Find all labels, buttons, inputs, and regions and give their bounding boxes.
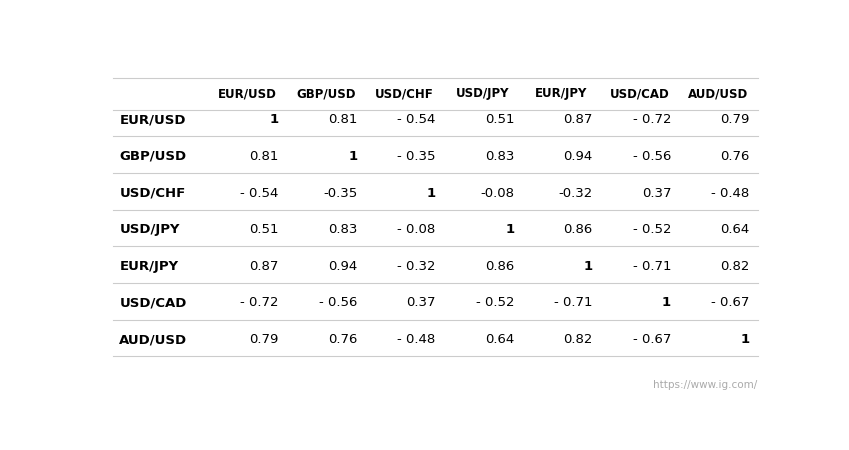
Text: 1: 1 (662, 297, 672, 310)
Text: USD/CHF: USD/CHF (119, 187, 186, 200)
Text: 0.87: 0.87 (250, 260, 278, 273)
Text: 0.81: 0.81 (328, 113, 357, 126)
Text: 1: 1 (505, 223, 514, 236)
Text: - 0.08: - 0.08 (397, 223, 436, 236)
Text: 0.79: 0.79 (250, 333, 278, 346)
Text: EUR/JPY: EUR/JPY (535, 87, 588, 100)
Text: 0.86: 0.86 (564, 223, 593, 236)
Text: 1: 1 (583, 260, 593, 273)
Text: - 0.72: - 0.72 (633, 113, 672, 126)
Text: 0.37: 0.37 (406, 297, 436, 310)
Text: - 0.54: - 0.54 (240, 187, 278, 200)
Text: 0.79: 0.79 (720, 113, 750, 126)
Text: 0.94: 0.94 (328, 260, 357, 273)
Text: - 0.52: - 0.52 (475, 297, 514, 310)
Text: 1: 1 (740, 333, 750, 346)
Text: EUR/JPY: EUR/JPY (119, 260, 178, 273)
Text: 0.86: 0.86 (485, 260, 514, 273)
Text: 0.81: 0.81 (250, 150, 278, 163)
Text: 0.64: 0.64 (721, 223, 750, 236)
Text: - 0.56: - 0.56 (319, 297, 357, 310)
Text: 0.87: 0.87 (564, 113, 593, 126)
Text: - 0.56: - 0.56 (633, 150, 672, 163)
Text: 0.83: 0.83 (328, 223, 357, 236)
Text: -0.35: -0.35 (323, 187, 357, 200)
Text: - 0.54: - 0.54 (397, 113, 436, 126)
Text: - 0.67: - 0.67 (711, 297, 750, 310)
Text: 0.82: 0.82 (720, 260, 750, 273)
Text: USD/CAD: USD/CAD (610, 87, 670, 100)
Text: - 0.32: - 0.32 (397, 260, 436, 273)
Text: 0.76: 0.76 (328, 333, 357, 346)
Text: EUR/USD: EUR/USD (119, 113, 186, 126)
Text: 1: 1 (348, 150, 357, 163)
Text: - 0.67: - 0.67 (633, 333, 672, 346)
Text: GBP/USD: GBP/USD (296, 87, 356, 100)
Text: - 0.35: - 0.35 (397, 150, 436, 163)
Text: - 0.71: - 0.71 (554, 297, 593, 310)
Text: - 0.48: - 0.48 (397, 333, 436, 346)
Text: EUR/USD: EUR/USD (218, 87, 277, 100)
Text: AUD/USD: AUD/USD (119, 333, 188, 346)
Text: 0.51: 0.51 (250, 223, 278, 236)
Text: - 0.48: - 0.48 (711, 187, 750, 200)
Text: 0.94: 0.94 (564, 150, 593, 163)
Text: -0.08: -0.08 (481, 187, 514, 200)
Text: USD/JPY: USD/JPY (119, 223, 180, 236)
Text: - 0.52: - 0.52 (633, 223, 672, 236)
Text: 0.83: 0.83 (485, 150, 514, 163)
Text: 0.76: 0.76 (720, 150, 750, 163)
Text: 1: 1 (426, 187, 436, 200)
Text: 0.64: 0.64 (485, 333, 514, 346)
Text: -0.32: -0.32 (559, 187, 593, 200)
Text: USD/JPY: USD/JPY (456, 87, 509, 100)
Text: 1: 1 (270, 113, 278, 126)
Text: - 0.72: - 0.72 (240, 297, 278, 310)
Text: - 0.71: - 0.71 (633, 260, 672, 273)
Text: USD/CHF: USD/CHF (375, 87, 434, 100)
Text: 0.51: 0.51 (485, 113, 514, 126)
Text: GBP/USD: GBP/USD (119, 150, 187, 163)
Text: https://www.ig.com/: https://www.ig.com/ (653, 380, 757, 390)
Text: 0.37: 0.37 (642, 187, 672, 200)
Text: 0.82: 0.82 (564, 333, 593, 346)
Text: USD/CAD: USD/CAD (119, 297, 187, 310)
Text: AUD/USD: AUD/USD (689, 87, 749, 100)
